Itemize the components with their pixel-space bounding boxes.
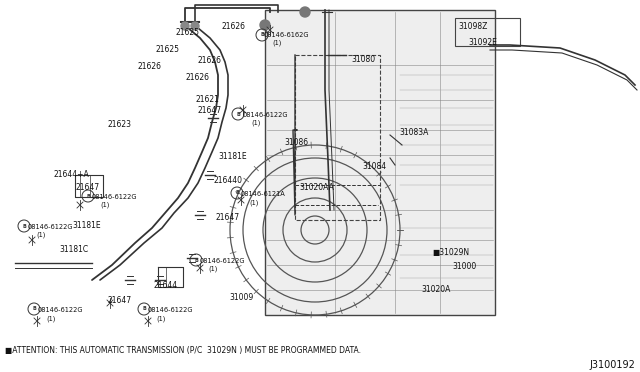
Text: 31092E: 31092E [468,38,497,47]
Text: 31080: 31080 [351,55,375,64]
Text: 08146-6122G: 08146-6122G [148,307,193,313]
Text: 31181E: 31181E [218,152,246,161]
Text: (1): (1) [36,232,45,238]
Text: 31181E: 31181E [72,221,100,230]
Circle shape [191,22,199,30]
Text: 08146-6121A: 08146-6121A [241,191,285,197]
Text: 21647: 21647 [107,296,131,305]
Text: B: B [22,224,26,228]
Text: 21623: 21623 [108,120,132,129]
Circle shape [181,22,189,30]
Text: 21626: 21626 [222,22,246,31]
Text: 21626: 21626 [138,62,162,71]
Text: (1): (1) [208,266,218,273]
Text: 21626: 21626 [185,73,209,82]
Text: 08146-6122G: 08146-6122G [28,224,74,230]
Text: B: B [235,190,239,196]
Bar [295,55,380,220]
Text: (1): (1) [46,315,56,321]
Text: 31083A: 31083A [399,128,428,137]
Text: 21621: 21621 [196,95,220,104]
Text: 31086: 31086 [284,138,308,147]
Text: 31000: 31000 [452,262,476,271]
Text: B: B [86,193,90,199]
Text: 21647: 21647 [216,213,240,222]
Text: 08146-6122G: 08146-6122G [243,112,289,118]
Bar [265,10,495,315]
Text: (1): (1) [251,120,260,126]
Text: B: B [32,307,36,311]
Text: B: B [142,307,146,311]
Text: 21626: 21626 [198,56,222,65]
Text: (1): (1) [100,202,109,208]
Text: 21644+A: 21644+A [53,170,89,179]
Text: 08146-6122G: 08146-6122G [200,258,246,264]
Text: (1): (1) [249,199,259,205]
Text: (1): (1) [156,315,165,321]
Text: (1): (1) [272,40,282,46]
Text: 21647: 21647 [75,183,99,192]
Circle shape [300,7,310,17]
Text: ■ATTENTION: THIS AUTOMATIC TRANSMISSION (P/C  31029N ) MUST BE PROGRAMMED DATA.: ■ATTENTION: THIS AUTOMATIC TRANSMISSION … [5,346,361,355]
Text: J3100192: J3100192 [589,360,635,370]
Text: B: B [236,112,240,116]
Circle shape [260,20,270,30]
Text: B: B [194,257,198,263]
Text: 31181C: 31181C [59,245,88,254]
Text: 21625: 21625 [156,45,180,54]
Text: 21644: 21644 [153,281,177,290]
Text: 31098Z: 31098Z [458,22,488,31]
Text: 31020AA: 31020AA [299,183,334,192]
Text: 08146-6162G: 08146-6162G [264,32,310,38]
Text: 31084: 31084 [362,162,386,171]
Text: 31009: 31009 [229,293,253,302]
Text: B: B [260,32,264,38]
Bar [455,18,520,46]
Text: ■31029N: ■31029N [432,248,469,257]
Text: 21647: 21647 [198,106,222,115]
Text: 08146-6122G: 08146-6122G [92,194,138,200]
Text: 216440: 216440 [213,176,242,185]
Text: 21625: 21625 [176,28,200,37]
Text: 31020A: 31020A [421,285,451,294]
Text: 08146-6122G: 08146-6122G [38,307,83,313]
